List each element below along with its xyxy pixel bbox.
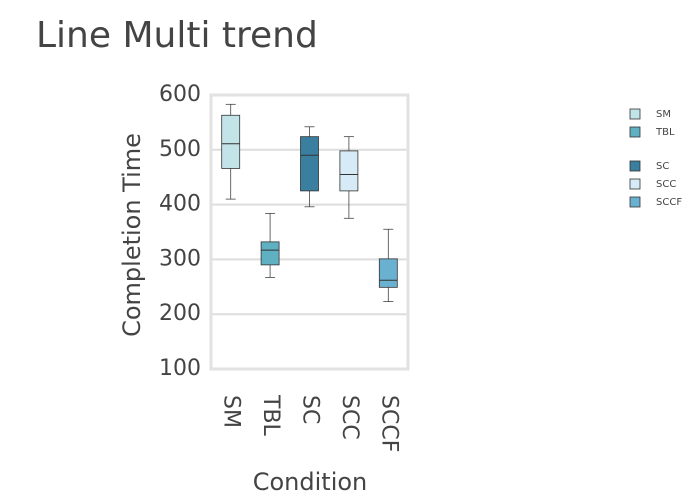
chart-title: Line Multi trend	[36, 15, 318, 56]
legend-label: SCCF	[656, 197, 682, 208]
x-tick-label: SM	[219, 395, 244, 428]
box	[221, 114, 241, 169]
y-tick-label: 100	[159, 356, 201, 381]
legend-swatch	[629, 178, 641, 190]
legend-swatch	[629, 108, 641, 120]
x-tick-label: SC	[298, 395, 323, 424]
legend-label: SM	[656, 109, 671, 120]
x-tick-label: SCCF	[376, 395, 401, 452]
x-axis-title: Condition	[253, 468, 368, 496]
plot-frame	[209, 93, 410, 371]
y-tick-label: 500	[159, 137, 201, 162]
legend-swatch	[629, 160, 641, 172]
box	[260, 241, 280, 266]
box	[300, 136, 319, 192]
legend-swatch	[629, 126, 641, 138]
legend-swatch	[629, 196, 641, 208]
box	[378, 258, 398, 288]
legend-label: SCC	[656, 179, 676, 190]
y-axis-title: Completion Time	[118, 133, 146, 337]
y-tick-label: 400	[159, 192, 201, 217]
y-tick-label: 600	[159, 82, 201, 107]
y-tick-label: 300	[159, 246, 201, 271]
x-tick-label: TBL	[258, 394, 283, 437]
box	[339, 150, 359, 192]
y-tick-label: 200	[159, 301, 201, 326]
legend-label: TBL	[655, 127, 675, 138]
legend-label: SC	[656, 161, 669, 172]
x-tick-label: SCC	[337, 395, 362, 440]
